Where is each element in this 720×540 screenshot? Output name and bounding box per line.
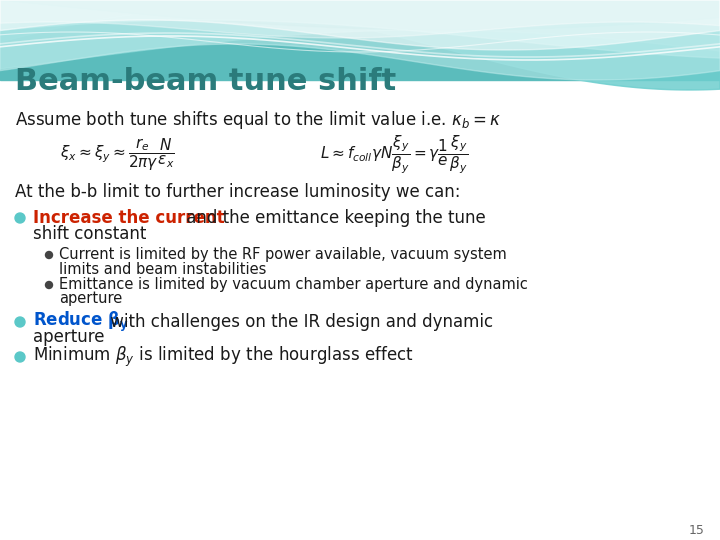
- Text: Minimum $\beta_y$ is limited by the hourglass effect: Minimum $\beta_y$ is limited by the hour…: [33, 345, 413, 369]
- Polygon shape: [0, 0, 720, 69]
- Circle shape: [45, 252, 53, 259]
- Text: $\xi_x \approx \xi_y \approx \dfrac{r_e}{2\pi\gamma} \dfrac{N}{\varepsilon_x}$: $\xi_x \approx \xi_y \approx \dfrac{r_e}…: [60, 137, 175, 173]
- Text: Increase the current: Increase the current: [33, 209, 225, 227]
- Polygon shape: [0, 0, 720, 58]
- Circle shape: [15, 213, 25, 223]
- Polygon shape: [0, 0, 720, 90]
- Polygon shape: [0, 0, 720, 50]
- Text: Beam-beam tune shift: Beam-beam tune shift: [15, 68, 396, 97]
- Polygon shape: [0, 0, 720, 38]
- Polygon shape: [0, 0, 720, 30]
- Text: and the emittance keeping the tune: and the emittance keeping the tune: [181, 209, 486, 227]
- Text: Emittance is limited by vacuum chamber aperture and dynamic: Emittance is limited by vacuum chamber a…: [59, 278, 528, 293]
- Text: aperture: aperture: [33, 328, 104, 346]
- Text: limits and beam instabilities: limits and beam instabilities: [59, 261, 266, 276]
- Polygon shape: [0, 0, 720, 80]
- Circle shape: [45, 281, 53, 288]
- Text: shift constant: shift constant: [33, 225, 146, 243]
- Text: with challenges on the IR design and dynamic: with challenges on the IR design and dyn…: [105, 313, 493, 331]
- Text: Assume both tune shifts equal to the limit value i.e. $\kappa_b=\kappa$: Assume both tune shifts equal to the lim…: [15, 109, 501, 131]
- Circle shape: [15, 317, 25, 327]
- Circle shape: [15, 352, 25, 362]
- Text: aperture: aperture: [59, 292, 122, 307]
- Text: $L \approx f_{coll}\gamma N \dfrac{\xi_y}{\beta_y} = \gamma \dfrac{1}{e} \dfrac{: $L \approx f_{coll}\gamma N \dfrac{\xi_y…: [320, 134, 468, 176]
- Text: At the b-b limit to further increase luminosity we can:: At the b-b limit to further increase lum…: [15, 183, 461, 201]
- Text: 15: 15: [689, 523, 705, 537]
- Text: Reduce $\mathbf{\beta_y}$: Reduce $\mathbf{\beta_y}$: [33, 310, 129, 334]
- Bar: [0, 0, 720, 80]
- Text: Current is limited by the RF power available, vacuum system: Current is limited by the RF power avail…: [59, 247, 507, 262]
